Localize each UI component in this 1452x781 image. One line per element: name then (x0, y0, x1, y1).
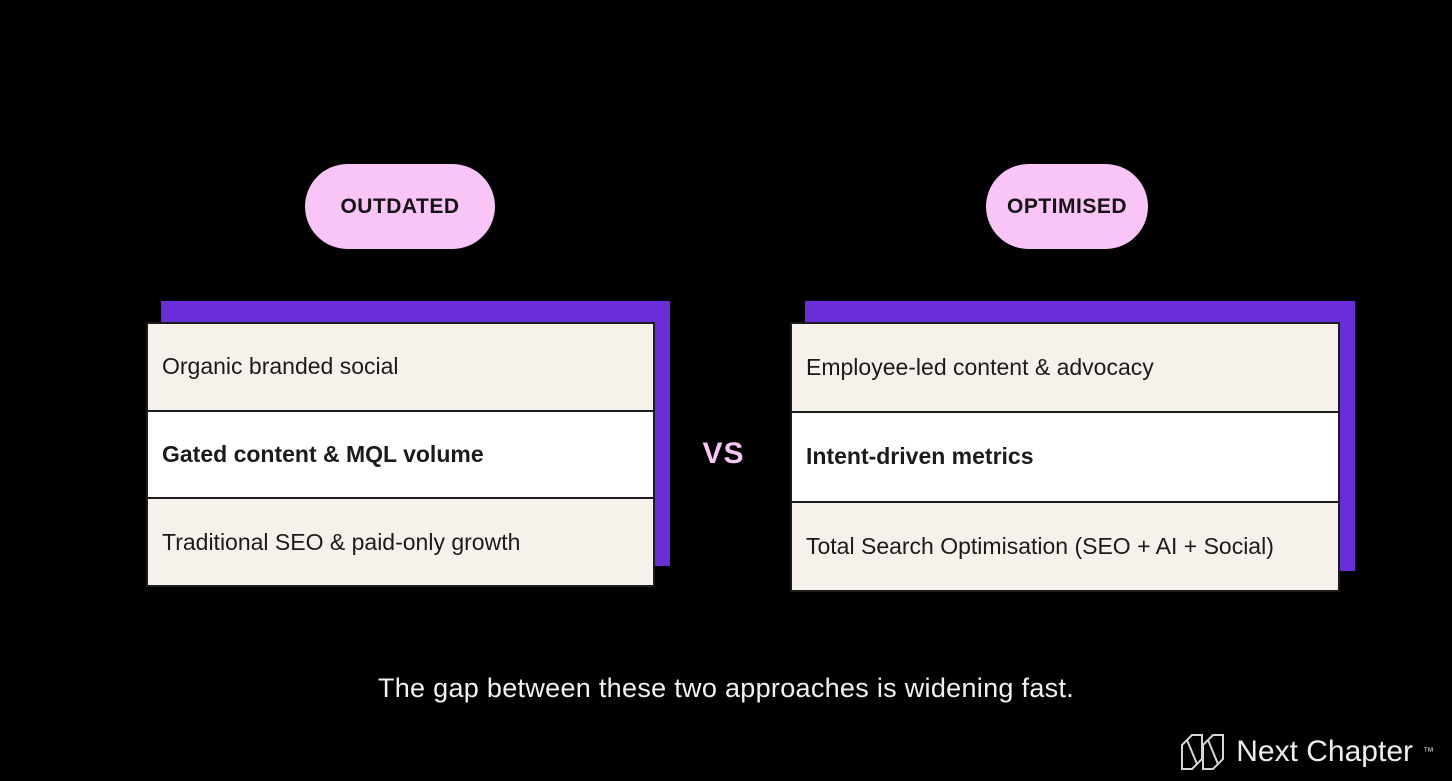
table-row: Organic branded social (148, 324, 653, 412)
table-row: Intent-driven metrics (792, 413, 1338, 503)
row-label: Traditional SEO & paid-only growth (162, 528, 521, 555)
table-row: Employee-led content & advocacy (792, 324, 1338, 414)
caption: The gap between these two approaches is … (377, 673, 1075, 703)
table-row: Total Search Optimisation (SEO + AI + So… (792, 502, 1338, 590)
row-label: Total Search Optimisation (SEO + AI + So… (806, 532, 1274, 559)
table-row: Traditional SEO & paid-only growth (148, 499, 653, 586)
trademark-symbol: ™ (1423, 746, 1434, 758)
optimised-badge: OPTIMISED (986, 164, 1148, 249)
outdated-card: Organic branded social Gated content & M… (146, 322, 655, 587)
brand-logo: Next Chapter ™ (1180, 733, 1434, 771)
next-chapter-logo-icon (1181, 734, 1225, 770)
brand-name: Next Chapter (1236, 735, 1413, 768)
vs-label: VS (702, 437, 745, 470)
row-label: Gated content & MQL volume (162, 441, 484, 467)
table-row: Gated content & MQL volume (148, 411, 653, 500)
outdated-badge: OUTDATED (305, 164, 495, 249)
row-label: Intent-driven metrics (806, 443, 1034, 470)
optimised-card: Employee-led content & advocacy Intent-d… (790, 322, 1340, 592)
row-label: Organic branded social (162, 353, 399, 380)
row-label: Employee-led content & advocacy (806, 354, 1154, 381)
